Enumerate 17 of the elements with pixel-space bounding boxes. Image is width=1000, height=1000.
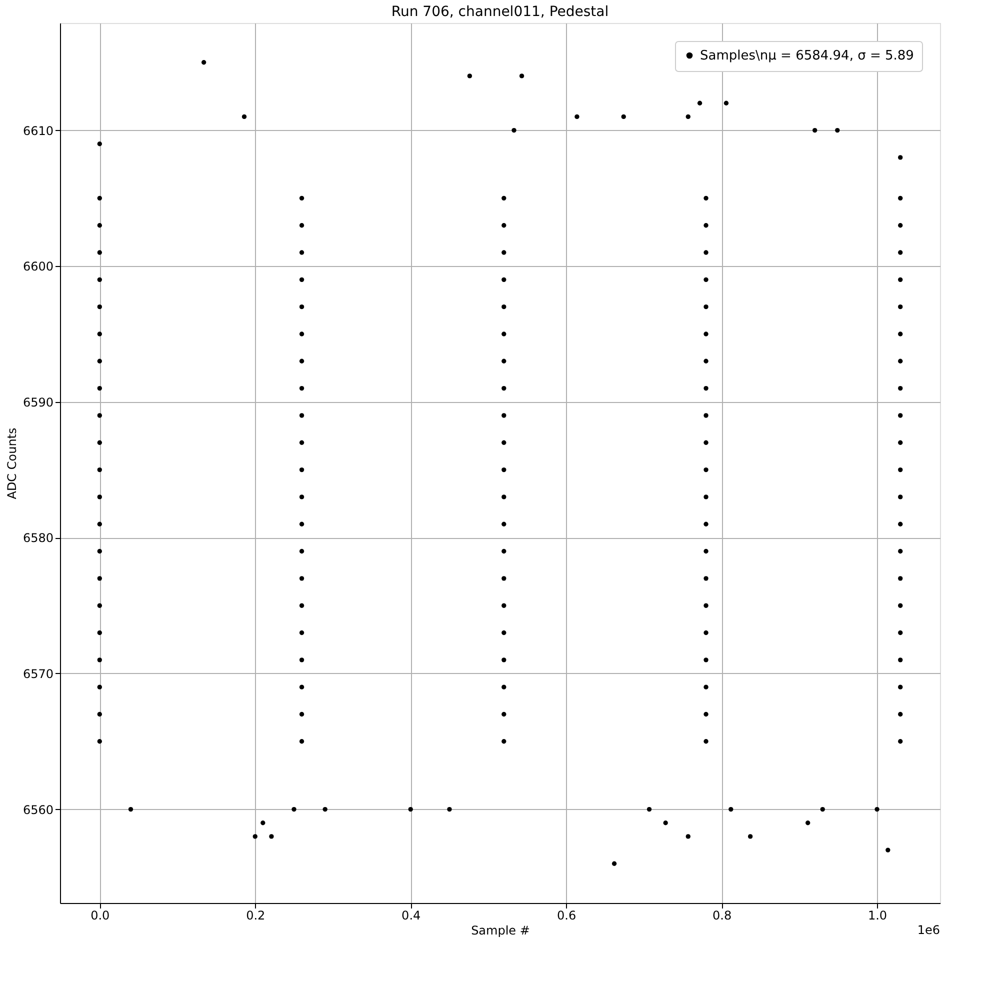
x-tick-label: 0.0: [90, 908, 110, 922]
text: 1e6: [917, 923, 940, 937]
y-tick-label: 6590: [22, 395, 54, 410]
y-tick-label: 6580: [22, 531, 54, 546]
chart-title: Run 706, channel011, Pedestal: [391, 4, 609, 20]
x-tick-label: 0.4: [402, 908, 421, 922]
x-tick-label: 0.6: [557, 908, 576, 922]
y-tick-label: 6560: [22, 802, 54, 817]
x-tick-label: 0.2: [246, 908, 266, 922]
legend-label: Samples\nμ = 6584.94, σ = 5.89: [700, 48, 914, 64]
y-tick-label: 6610: [22, 124, 54, 138]
y-tick-label: 6570: [22, 666, 54, 681]
y-tick-label: 6600: [22, 260, 54, 274]
x-tick-label: 0.8: [712, 908, 732, 922]
x-tick-label: 1.0: [868, 908, 888, 922]
x-axis-title: Sample #: [471, 924, 530, 938]
y-axis-title: ADC Counts: [4, 428, 19, 500]
